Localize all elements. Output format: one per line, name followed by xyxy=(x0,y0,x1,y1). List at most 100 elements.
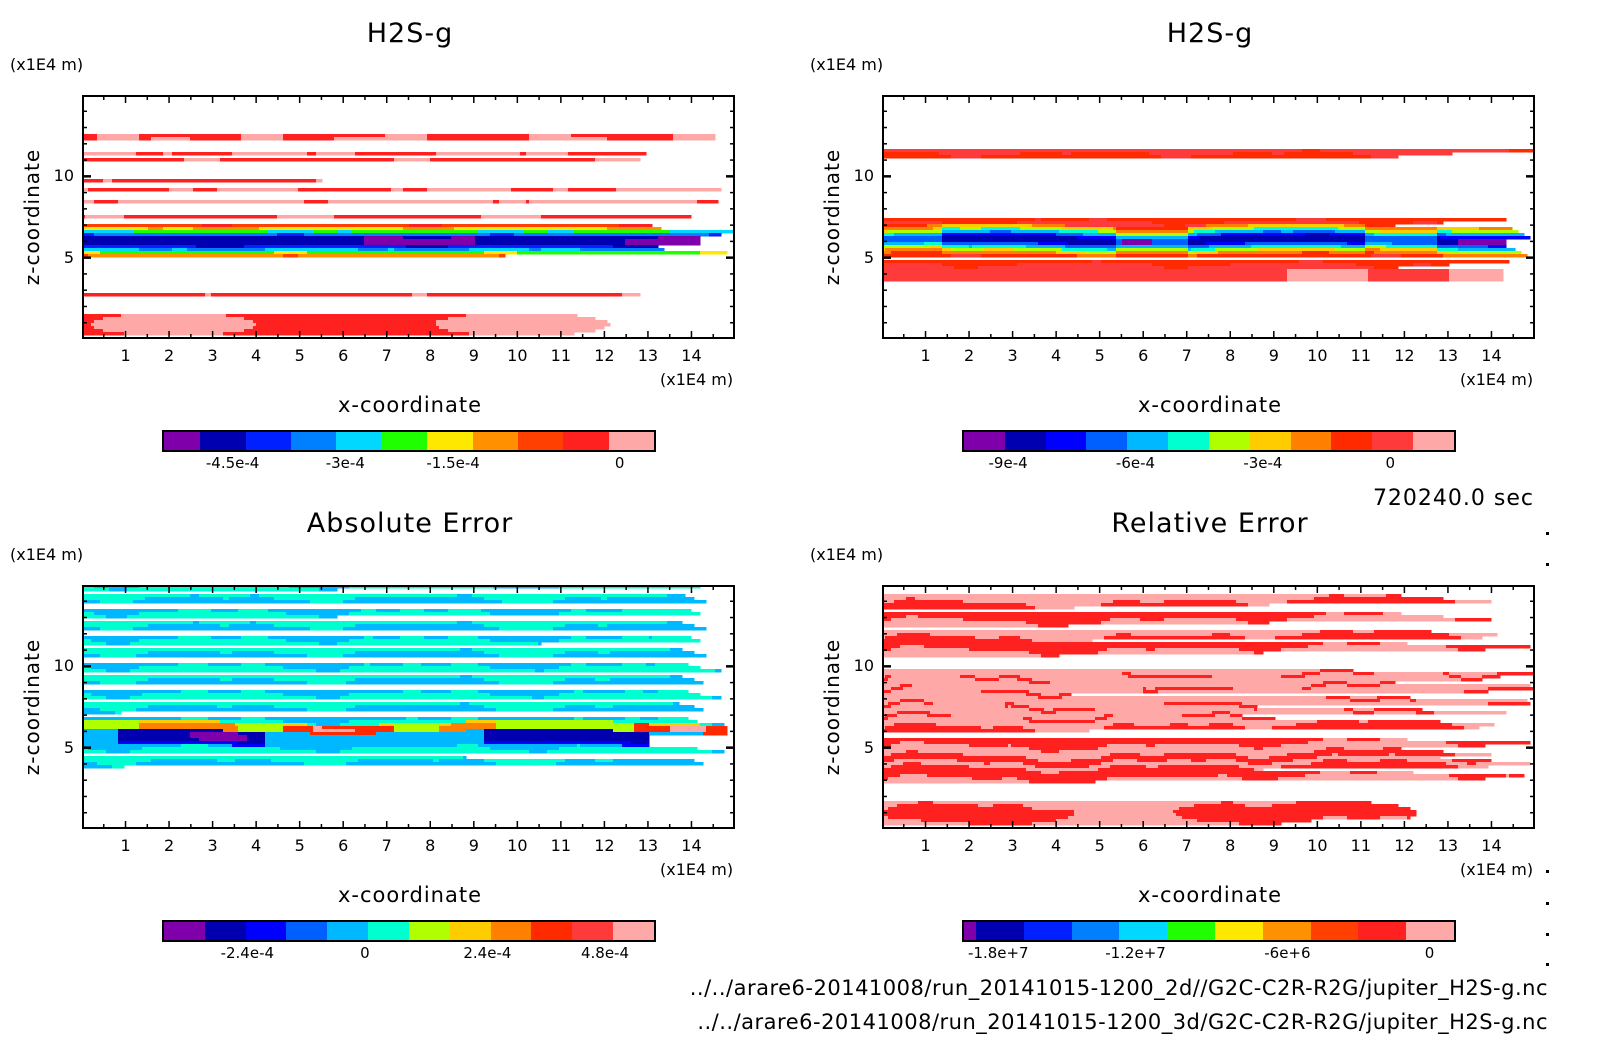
contour-cell xyxy=(882,696,1039,700)
contour-cell xyxy=(706,729,728,733)
contour-cell xyxy=(535,669,545,673)
x-tick-label: 9 xyxy=(468,836,479,855)
contour-cell xyxy=(136,152,164,156)
contour-cell xyxy=(448,329,596,333)
contour-cell xyxy=(82,765,113,769)
contour-cell xyxy=(547,750,713,754)
contour-cell xyxy=(583,690,626,694)
contour-cell xyxy=(355,651,485,655)
contour-cell xyxy=(1113,227,1117,231)
contour-cell xyxy=(601,597,608,601)
contour-cell xyxy=(891,744,970,748)
contour-cell xyxy=(882,669,1321,673)
contour-cell xyxy=(1347,738,1381,742)
contour-cell xyxy=(607,624,695,628)
contour-cell xyxy=(999,675,1021,679)
contour-plot-area xyxy=(82,95,735,339)
contour-cell xyxy=(91,323,257,327)
contour-cell xyxy=(1155,687,1234,691)
contour-cell xyxy=(1038,624,1069,628)
contour-cell xyxy=(882,642,1324,646)
contour-cell xyxy=(139,639,287,643)
contour-cell xyxy=(882,711,898,715)
contour-cell xyxy=(232,678,275,682)
contour-cell xyxy=(259,227,404,231)
contour-cell xyxy=(82,329,104,333)
contour-cell xyxy=(1074,813,1177,817)
contour-cell xyxy=(942,224,1033,228)
contour-cell xyxy=(1458,765,1489,769)
contour-cell xyxy=(930,633,1117,637)
contour-cell xyxy=(882,233,895,237)
contour-cell xyxy=(211,293,413,297)
contour-cell xyxy=(1032,639,1093,643)
contour-cell xyxy=(232,224,410,228)
contour-cell xyxy=(136,708,308,712)
contour-cell xyxy=(103,329,245,333)
contour-cell xyxy=(541,248,581,252)
contour-cell xyxy=(598,651,611,655)
contour-cell xyxy=(571,134,674,138)
colorbar-swatch xyxy=(200,432,246,450)
contour-cell xyxy=(544,696,713,700)
colorbar xyxy=(962,920,1456,942)
contour-cell xyxy=(433,759,440,763)
contour-cell xyxy=(1152,242,1189,246)
contour-cell xyxy=(1194,230,1216,234)
contour-cell xyxy=(1188,723,1210,727)
contour-cell xyxy=(1035,765,1090,769)
contour-cell xyxy=(484,651,566,655)
contour-cell xyxy=(1164,266,1189,270)
contour-cell xyxy=(1323,759,1348,763)
x-tick-label: 4 xyxy=(1051,836,1062,855)
contour-cell xyxy=(427,137,530,141)
contour-cell xyxy=(490,747,560,751)
contour-cell xyxy=(978,266,1165,270)
contour-cell xyxy=(655,663,689,667)
contour-cell xyxy=(223,597,230,601)
contour-cell xyxy=(241,663,266,667)
contour-cell xyxy=(442,224,620,228)
contour-cell xyxy=(241,137,284,141)
contour-cell xyxy=(658,690,689,694)
contour-cell xyxy=(523,230,548,234)
contour-cell xyxy=(1344,708,1354,712)
contour-cell xyxy=(334,137,428,141)
contour-cell xyxy=(1254,768,1264,772)
contour-cell xyxy=(163,152,173,156)
contour-cell xyxy=(403,236,452,240)
contour-cell xyxy=(298,254,500,258)
contour-cell xyxy=(97,134,140,138)
contour-cell xyxy=(1374,672,1444,676)
contour-cell xyxy=(927,714,952,718)
contour-cell xyxy=(882,221,943,225)
y-tick-label: 5 xyxy=(863,247,874,267)
contour-cell xyxy=(1191,759,1207,763)
contour-cell xyxy=(169,188,194,192)
colorbar-tick-label: -1.8e+7 xyxy=(967,944,1029,962)
contour-cell xyxy=(355,624,485,628)
colorbar-swatch xyxy=(490,922,532,940)
contour-cell xyxy=(1062,248,1108,252)
contour-cell xyxy=(885,248,943,252)
contour-cell xyxy=(990,230,1012,234)
x-axis-unit: (x1E4 m) xyxy=(660,370,734,389)
contour-cell xyxy=(115,711,122,715)
contour-cell xyxy=(1365,236,1438,240)
contour-cell xyxy=(1467,762,1477,766)
contour-cell xyxy=(990,762,1024,766)
contour-cell xyxy=(1026,603,1102,607)
contour-cell xyxy=(673,137,716,141)
contour-cell xyxy=(451,723,497,727)
contour-cell xyxy=(1185,224,1207,228)
contour-cell xyxy=(346,762,497,766)
contour-cell xyxy=(1365,227,1438,231)
file-path-3d: ../../arare6-20141008/run_20141015-1200_… xyxy=(697,1010,1548,1034)
contour-cell xyxy=(238,726,284,730)
contour-cell xyxy=(1506,774,1510,778)
contour-cell xyxy=(1407,816,1411,820)
contour-cell xyxy=(148,651,221,655)
contour-cell xyxy=(565,651,599,655)
contour-cell xyxy=(529,134,572,138)
contour-cell xyxy=(118,200,305,204)
